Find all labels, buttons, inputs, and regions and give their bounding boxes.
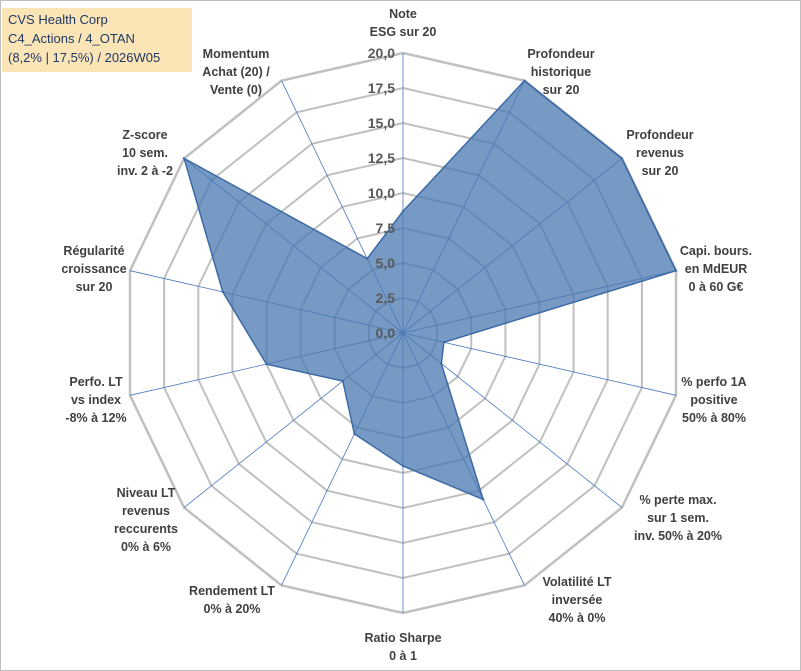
tick-label: 15,0 <box>368 115 395 131</box>
axis-label-line: 50% à 80% <box>682 411 746 425</box>
axis-label-line: inv. 2 à -2 <box>117 164 173 178</box>
axis-label-line: % perfo 1A <box>681 375 746 389</box>
axis-label-line: Perfo. LT <box>69 375 123 389</box>
axis-labels: Note ESG sur 20 Profondeur historique sur 20… <box>61 7 752 663</box>
axis-label: Ratio Sharpe 0 à 1 <box>364 631 441 663</box>
radar-area-layer <box>182 79 678 501</box>
axis-label: Note ESG sur 20 <box>370 7 437 39</box>
score-point <box>182 157 186 160</box>
axis-label-line: inv. 50% à 20% <box>634 529 722 543</box>
axis-label-line: Capi. bours. <box>680 244 752 258</box>
axis-label-line: sur 20 <box>543 83 580 97</box>
tick-label: 20,0 <box>368 45 395 61</box>
axis-label-line: revenus <box>636 146 684 160</box>
title-line-period: (8,2% | 17,5%) / 2026W05 <box>8 50 161 65</box>
axis-label: Capi. bours. en MdEUR 0 à 60 G€ <box>680 244 752 294</box>
tick-label: 5,0 <box>376 255 396 271</box>
score-point <box>674 269 678 272</box>
tick-label: 2,5 <box>376 290 396 306</box>
axis-label-line: 0 à 1 <box>389 649 417 663</box>
axis-label: Profondeur historique sur 20 <box>527 47 594 97</box>
axis-label-line: Note <box>389 7 417 21</box>
score-point <box>401 210 405 213</box>
tick-label: 12,5 <box>368 150 395 166</box>
tick-label: 7,5 <box>376 220 396 236</box>
axis-label: Momentum Achat (20) / Vente (0) <box>202 47 270 97</box>
axis-label: Régularité croissance sur 20 <box>61 244 126 294</box>
tick-label: 0,0 <box>376 325 396 341</box>
score-point <box>482 498 485 501</box>
axis-label-line: 10 sem. <box>122 146 168 160</box>
axis-label-line: sur 20 <box>642 164 679 178</box>
axis-label: Z-score 10 sem. inv. 2 à -2 <box>117 128 173 178</box>
axis-label-line: positive <box>690 393 737 407</box>
score-point <box>401 464 405 468</box>
axis-label-line: 40% à 0% <box>549 611 606 625</box>
axis-label-line: vs index <box>71 393 121 407</box>
axis-label-line: croissance <box>61 262 126 276</box>
title-line-company: CVS Health Corp <box>8 12 108 27</box>
score-point <box>221 290 224 294</box>
axis-label-line: Z-score <box>122 128 167 142</box>
score-point <box>353 432 356 436</box>
axis-label-line: sur 1 sem. <box>647 511 709 525</box>
axis-label-line: reccurents <box>114 522 178 536</box>
spoke-line <box>402 332 677 396</box>
axis-label: Profondeur revenus sur 20 <box>626 128 693 178</box>
axis-label-line: inversée <box>552 593 603 607</box>
score-point <box>523 79 526 82</box>
tick-label: 17,5 <box>368 80 395 96</box>
axis-label: Volatilité LT inversée 40% à 0% <box>543 575 612 625</box>
axis-label-line: en MdEUR <box>685 262 748 276</box>
axis-label-line: -8% à 12% <box>65 411 126 425</box>
score-point <box>366 257 369 260</box>
axis-label-line: 0 à 60 G€ <box>689 280 744 294</box>
radial-tick-labels: 0,0 2,5 5,0 7,5 10,0 12,5 15,0 17,5 20,0 <box>368 45 395 341</box>
axis-label-line: Profondeur <box>626 128 693 142</box>
axis-label-line: Volatilité LT <box>543 575 612 589</box>
axis-label: % perte max. sur 1 sem. inv. 50% à 20% <box>634 493 722 543</box>
title-line-category: C4_Actions / 4_OTAN <box>8 31 135 46</box>
axis-label: % perfo 1A positive 50% à 80% <box>681 375 746 425</box>
score-point <box>442 341 446 344</box>
axis-label: Perfo. LT vs index -8% à 12% <box>65 375 126 425</box>
axis-label-line: Vente (0) <box>210 83 262 97</box>
axis-label: Rendement LT 0% à 20% <box>189 584 275 616</box>
tick-label: 10,0 <box>368 185 395 201</box>
axis-label-line: Niveau LT <box>117 486 176 500</box>
axis-label: Niveau LT revenus reccurents 0% à 6% <box>114 486 178 554</box>
score-point <box>440 362 443 365</box>
axis-label-line: Ratio Sharpe <box>364 631 441 645</box>
axis-label-line: sur 20 <box>76 280 113 294</box>
axis-label-line: ESG sur 20 <box>370 25 437 39</box>
axis-label-line: Achat (20) / <box>202 65 270 79</box>
axis-label-line: historique <box>531 65 591 79</box>
axis-label-line: Régularité <box>63 244 124 258</box>
title-box: CVS Health Corp C4_Actions / 4_OTAN (8,2… <box>2 8 192 72</box>
axis-label-line: 0% à 20% <box>204 602 261 616</box>
score-point <box>341 379 344 383</box>
axis-label-line: % perte max. <box>639 493 716 507</box>
axis-label-line: Momentum <box>203 47 270 61</box>
axis-label-line: Profondeur <box>527 47 594 61</box>
axis-label-line: Rendement LT <box>189 584 275 598</box>
score-point <box>620 157 624 160</box>
axis-label-line: 0% à 6% <box>121 540 171 554</box>
score-point <box>265 363 268 366</box>
axis-label-line: revenus <box>122 504 170 518</box>
